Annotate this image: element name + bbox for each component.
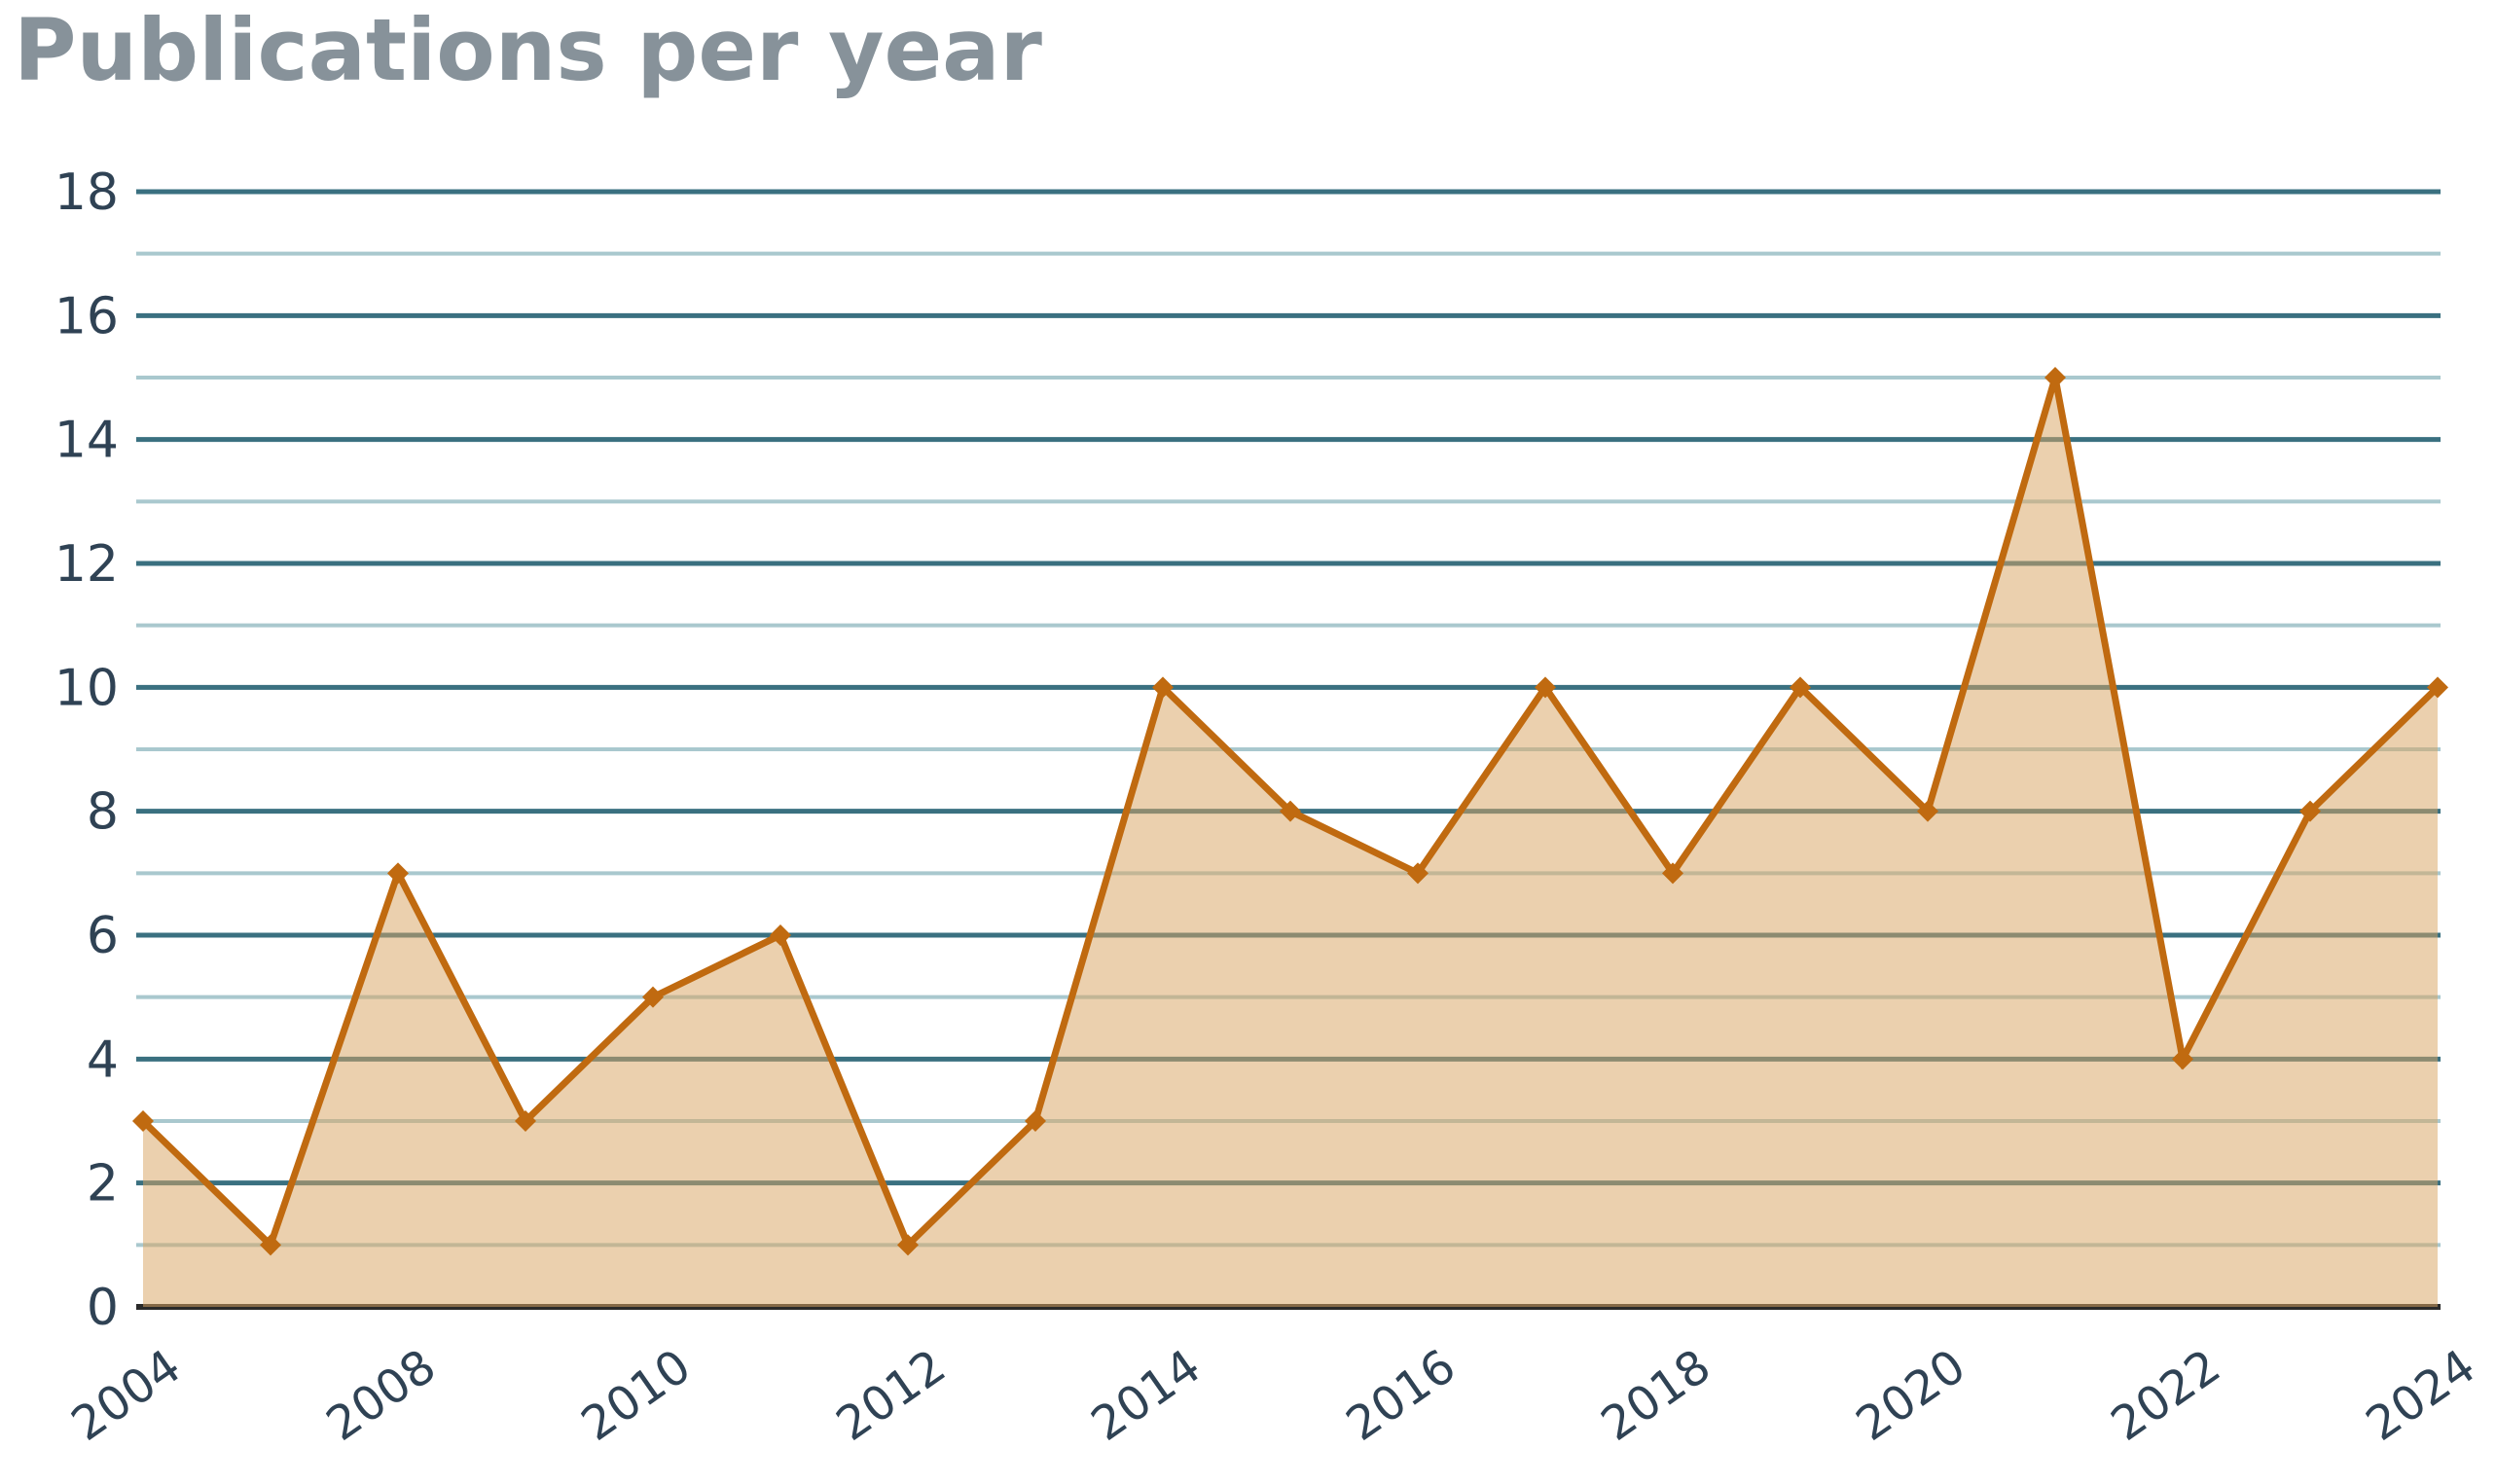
data-point-marker — [387, 862, 409, 885]
x-tick-label: 2022 — [2102, 1339, 2230, 1452]
x-tick: 2014 — [1082, 1339, 1211, 1452]
data-point-marker — [2427, 676, 2448, 699]
data-point-marker — [132, 1110, 154, 1132]
y-axis-tick-labels: 0 2 4 6 8 10 12 14 16 18 — [54, 163, 119, 1337]
x-tick: 2004 — [62, 1339, 191, 1452]
x-tick-label: 2020 — [1847, 1339, 1975, 1452]
x-tick: 2016 — [1337, 1339, 1465, 1452]
x-tick-label: 2018 — [1592, 1339, 1720, 1452]
data-point-marker — [260, 1234, 281, 1256]
data-point-marker — [1152, 676, 1174, 699]
data-point-marker — [515, 1110, 536, 1132]
x-axis-tick-labels: 2004 2008 2010 2012 2014 2016 2018 2020 2022 2024 — [62, 1339, 2485, 1452]
y-tick-label: 12 — [54, 535, 119, 594]
data-point-marker — [897, 1234, 919, 1256]
x-tick: 2018 — [1592, 1339, 1720, 1452]
y-tick-label: 8 — [87, 783, 119, 842]
data-point-marker — [1025, 1110, 1046, 1132]
data-point-marker — [1790, 676, 1811, 699]
y-tick-label: 10 — [54, 659, 119, 717]
y-tick-label: 18 — [54, 163, 119, 222]
data-series — [132, 367, 2448, 1307]
y-tick-label: 16 — [54, 287, 119, 345]
area-fill — [143, 378, 2438, 1307]
y-tick-label: 14 — [54, 412, 119, 470]
x-tick: 2024 — [2357, 1339, 2485, 1452]
data-point-marker — [1280, 800, 1301, 822]
data-point-marker — [2299, 800, 2321, 822]
x-tick: 2008 — [317, 1339, 446, 1452]
x-tick-label: 2014 — [1082, 1339, 1211, 1452]
y-tick-label: 4 — [87, 1031, 119, 1089]
x-tick-label: 2008 — [317, 1339, 446, 1452]
x-tick: 2020 — [1847, 1339, 1975, 1452]
data-point-marker — [1407, 862, 1429, 885]
data-point-marker — [1662, 862, 1683, 885]
y-tick-label: 0 — [87, 1279, 119, 1337]
data-point-marker — [2044, 367, 2066, 388]
data-point-marker — [1917, 800, 1938, 822]
chart-title: Publications per year — [14, 0, 1043, 100]
x-tick: 2012 — [827, 1339, 956, 1452]
x-tick-label: 2016 — [1337, 1339, 1465, 1452]
x-tick: 2022 — [2102, 1339, 2230, 1452]
y-tick-label: 6 — [87, 907, 119, 965]
x-tick-label: 2012 — [827, 1339, 956, 1452]
x-tick-label: 2010 — [572, 1339, 701, 1452]
data-point-marker — [642, 986, 664, 1008]
x-tick-label: 2004 — [62, 1339, 191, 1452]
data-point-marker — [770, 924, 791, 946]
data-point-marker — [2172, 1048, 2193, 1070]
x-tick: 2010 — [572, 1339, 701, 1452]
x-tick-label: 2024 — [2357, 1339, 2485, 1452]
y-tick-label: 2 — [87, 1155, 119, 1213]
data-point-marker — [1535, 676, 1556, 699]
